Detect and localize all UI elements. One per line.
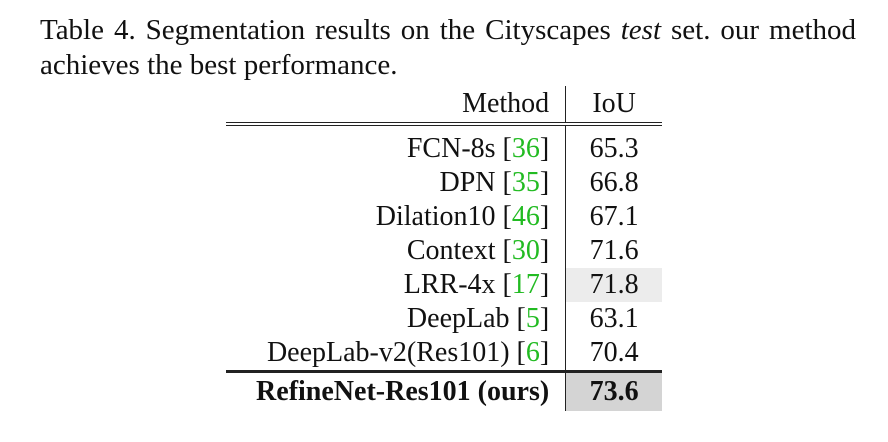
caption-prefix: Table 4. Segmentation results on the Cit… <box>40 14 621 46</box>
method-cell: DeepLab-v2(Res101) [6] <box>226 336 567 372</box>
iou-cell: 65.3 <box>589 133 639 164</box>
bracket-close: ] <box>539 167 550 198</box>
method-name: DPN [ <box>439 167 512 198</box>
bracket-close: ] <box>539 201 550 232</box>
iou-cell: 63.1 <box>589 303 639 334</box>
table-row: DPN [35] 66.8 <box>226 166 662 200</box>
citation-link[interactable]: 6 <box>525 337 540 368</box>
iou-cell-highlighted: 71.8 <box>565 268 662 302</box>
caption-emphasis: test <box>620 14 662 46</box>
ours-row: RefineNet-Res101 (ours) 73.6 <box>226 370 662 411</box>
table-row: LRR-4x [17] 71.8 <box>226 268 662 302</box>
citation-link[interactable]: 5 <box>525 303 540 334</box>
table-row: DeepLab-v2(Res101) [6] 70.4 <box>226 336 662 372</box>
results-table: Method IoU FCN-8s [36] 65.3 DPN [35] 66.… <box>226 86 662 411</box>
citation-link[interactable]: 17 <box>511 269 540 300</box>
method-cell: Context [30] <box>226 234 567 268</box>
iou-cell: 67.1 <box>589 201 639 232</box>
header-row: Method IoU <box>226 86 662 126</box>
method-cell: Dilation10 [46] <box>226 200 567 234</box>
iou-cell: 71.6 <box>589 235 639 266</box>
bracket-close: ] <box>539 269 550 300</box>
bracket-close: ] <box>539 303 550 334</box>
ours-iou-cell: 73.6 <box>565 370 662 411</box>
method-cell: LRR-4x [17] <box>226 268 567 302</box>
method-name: Context [ <box>406 235 512 266</box>
method-cell: FCN-8s [36] <box>226 124 567 166</box>
method-name: DeepLab-v2(Res101) [ <box>266 337 526 368</box>
bracket-close: ] <box>539 133 550 164</box>
bracket-close: ] <box>539 235 550 266</box>
method-cell: DeepLab [5] <box>226 302 567 336</box>
caption-suffix: set. our method achieves the best perfor… <box>40 14 857 81</box>
method-name: DeepLab [ <box>406 303 526 334</box>
bracket-close: ] <box>539 337 550 368</box>
table-row: FCN-8s [36] 65.3 <box>226 124 662 166</box>
citation-link[interactable]: 30 <box>511 235 540 266</box>
method-cell: DPN [35] <box>226 166 567 200</box>
iou-header: IoU <box>565 86 662 126</box>
method-name: LRR-4x [ <box>403 269 512 300</box>
table-row: Dilation10 [46] 67.1 <box>226 200 662 234</box>
ours-method-cell: RefineNet-Res101 (ours) <box>226 370 567 411</box>
citation-link[interactable]: 46 <box>511 201 540 232</box>
iou-cell: 70.4 <box>589 337 639 368</box>
method-header: Method <box>226 86 567 126</box>
method-name: FCN-8s [ <box>406 133 512 164</box>
table-row: DeepLab [5] 63.1 <box>226 302 662 336</box>
table-row: Context [30] 71.6 <box>226 234 662 268</box>
citation-link[interactable]: 35 <box>511 167 540 198</box>
method-name: Dilation10 [ <box>375 201 512 232</box>
citation-link[interactable]: 36 <box>511 133 540 164</box>
table-caption: Table 4. Segmentation results on the Cit… <box>40 13 856 83</box>
iou-cell: 66.8 <box>589 167 639 198</box>
